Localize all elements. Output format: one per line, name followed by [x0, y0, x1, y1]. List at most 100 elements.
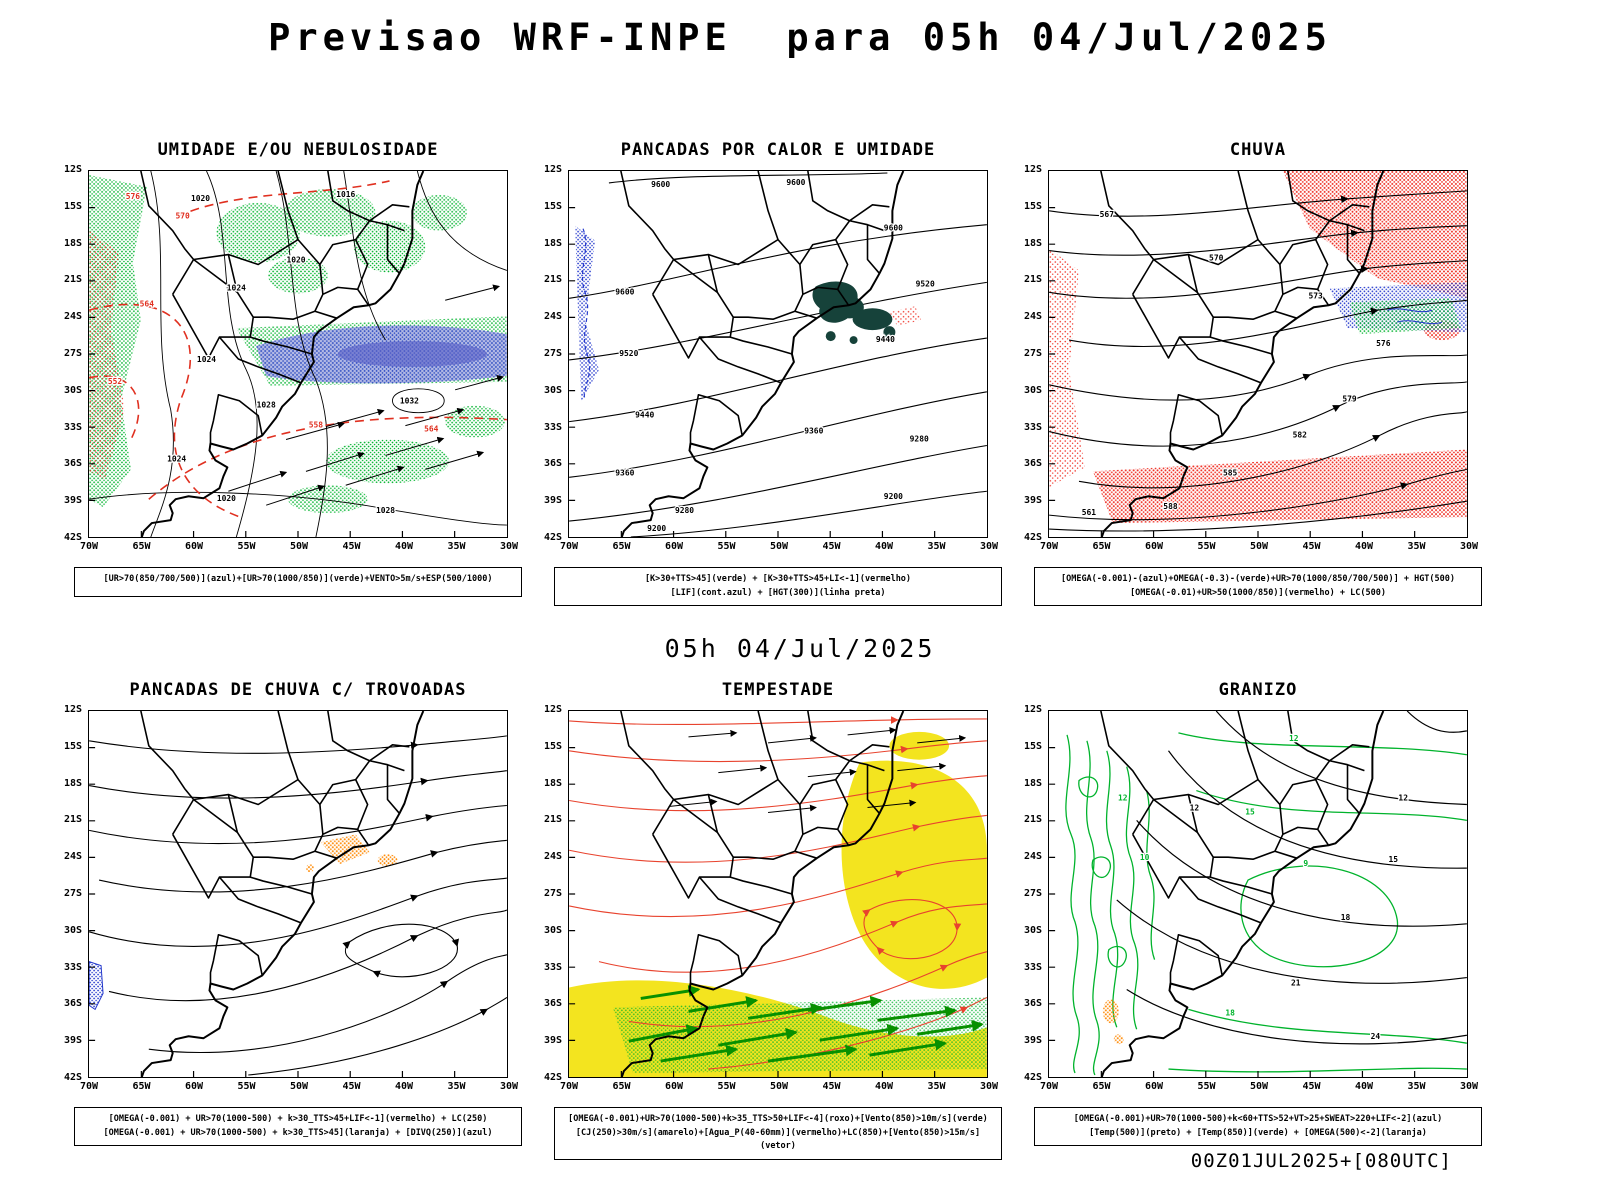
- lon-tick-label: 55W: [237, 541, 256, 552]
- lat-tick-label: 15S: [1023, 200, 1042, 212]
- svg-text:561: 561: [1082, 508, 1097, 517]
- svg-text:1020: 1020: [286, 256, 305, 265]
- lat-tick-label: 24S: [63, 311, 82, 323]
- lat-tick-label: 21S: [543, 274, 562, 286]
- cloud-core: [337, 341, 487, 367]
- legend-line: [LIF](cont.azul) + [HGT(300)](linha pret…: [670, 587, 886, 598]
- svg-text:1020: 1020: [191, 194, 210, 203]
- svg-text:9600: 9600: [884, 224, 903, 233]
- svg-text:10: 10: [1140, 853, 1150, 862]
- lon-tick-label: 50W: [1249, 541, 1269, 552]
- map-svg-chuva: 567 570 573 576 579 582 585 588 561: [1049, 171, 1467, 537]
- blue-scribbles: [1387, 308, 1443, 325]
- svg-text:564: 564: [424, 425, 439, 434]
- lon-tick-label: 35W: [927, 1081, 946, 1092]
- lon-tick-label: 55W: [1197, 541, 1216, 552]
- lat-tick-label: 30S: [63, 924, 82, 936]
- panel-title-chuva: CHUVA: [1229, 140, 1287, 160]
- lat-tick-label: 21S: [543, 814, 562, 826]
- lat-axis: 12S 15S 18S 21S 24S 27S 30S 33S 36S 39S 42S: [54, 164, 84, 543]
- lat-axis: 12S 15S 18S 21S 24S 27S 30S 33S 36S 39S 42S: [1014, 164, 1044, 543]
- lat-tick-label: 39S: [543, 495, 562, 507]
- lon-tick-label: 30W: [979, 1081, 999, 1092]
- lon-tick-label: 70W: [1039, 1081, 1059, 1092]
- lon-tick-label: 60W: [184, 1081, 204, 1092]
- legend-line: [UR>70(850/700/500)](azul)+[UR>70(1000/8…: [103, 574, 493, 584]
- map-chuva: 567 570 573 576 579 582 585 588 561: [1048, 170, 1468, 538]
- panel-title-umidade: UMIDADE E/OU NEBULOSIDADE: [157, 140, 439, 160]
- svg-text:564: 564: [140, 299, 155, 308]
- legend-line: [OMEGA(-0.001)-(azul)+OMEGA(-0.3)-(verde…: [1060, 574, 1456, 584]
- svg-text:15: 15: [1388, 855, 1398, 864]
- red-convection-speckle: [889, 306, 922, 327]
- panel-pancadas-calor: PANCADAS POR CALOR E UMIDADE 12S 15S 18S 21…: [544, 140, 1002, 607]
- lat-tick-label: 24S: [543, 311, 562, 323]
- lat-axis: 12S 15S 18S 21S 24S 27S 30S 33S 36S 39S 42S: [534, 704, 564, 1083]
- lat-tick-label: 30S: [543, 384, 562, 396]
- legend-box-umidade: [UR>70(850/700/500)](azul)+[UR>70(1000/8…: [74, 567, 522, 597]
- lat-tick-label: 27S: [63, 348, 82, 359]
- lon-tick-label: 70W: [559, 1081, 579, 1092]
- lon-tick-label: 40W: [1354, 541, 1374, 552]
- lon-axis: 70W 65W 60W 55W 50W 45W 40W 35W 30W: [80, 1081, 518, 1097]
- lat-tick-label: 42S: [543, 532, 562, 543]
- lat-tick-label: 27S: [1023, 888, 1042, 899]
- legend-line: [OMEGA(-0.01)+UR>50(1000/850)](vermelho)…: [1130, 587, 1386, 598]
- lon-tick-label: 55W: [717, 1081, 736, 1092]
- svg-text:582: 582: [1293, 431, 1308, 440]
- map-granizo: 12 15 18 21 24 12 12 15 9 18 10 12: [1048, 710, 1468, 1078]
- lon-tick-label: 45W: [822, 1081, 841, 1092]
- lat-tick-label: 39S: [1023, 495, 1042, 507]
- subtitle-datetime: 05h 04/Jul/2025: [664, 634, 936, 663]
- map-svg-granizo: 12 15 18 21 24 12 12 15 9 18 10 12: [1049, 711, 1467, 1077]
- legend-box-pancadas-calor: [K>30+TTS>45](verde) + [K>30+TTS>45+LI<-…: [554, 567, 1002, 607]
- lat-tick-label: 42S: [63, 1072, 82, 1083]
- svg-text:18: 18: [1341, 913, 1351, 922]
- lon-tick-label: 45W: [1302, 1081, 1321, 1092]
- lat-tick-label: 12S: [1023, 164, 1042, 175]
- svg-text:9200: 9200: [884, 492, 903, 501]
- lat-tick-label: 33S: [63, 421, 82, 433]
- lon-tick-label: 45W: [1302, 541, 1321, 552]
- lon-tick-label: 55W: [237, 1081, 256, 1092]
- svg-text:24: 24: [1371, 1032, 1381, 1041]
- lon-tick-label: 35W: [447, 1081, 466, 1092]
- panel-granizo: GRANIZO 12S 15S 18S 21S 24S 27S 30S 33S 36S 39S 42…: [1024, 680, 1482, 1147]
- orange-shower-speckle: [305, 834, 398, 873]
- panel-title-tempestade: TEMPESTADE: [721, 680, 835, 700]
- panel-tempestade: TEMPESTADE 12S 15S 18S 21S 24S 27S 30S 33S 36S 39…: [544, 680, 1002, 1160]
- lat-tick-label: 12S: [63, 704, 82, 715]
- lat-tick-label: 24S: [63, 851, 82, 863]
- lon-tick-label: 55W: [1197, 1081, 1216, 1092]
- panel-title-granizo: GRANIZO: [1218, 680, 1298, 700]
- map-svg-tempestade: [569, 711, 987, 1077]
- left-red-speckle: [1049, 248, 1085, 488]
- lon-tick-label: 45W: [342, 1081, 361, 1092]
- lon-tick-label: 40W: [394, 541, 414, 552]
- svg-text:573: 573: [1309, 291, 1324, 300]
- svg-text:9360: 9360: [615, 468, 634, 477]
- lon-tick-label: 35W: [1407, 1081, 1426, 1092]
- legend-line: [Temp(500)](preto) + [Temp(850)](verde) …: [1089, 1127, 1427, 1138]
- lat-tick-label: 42S: [1023, 1072, 1042, 1083]
- svg-text:588: 588: [1163, 502, 1178, 511]
- legend-line: [OMEGA(-0.001)+UR>70(1000-500)+k>35_TTS>…: [568, 1114, 988, 1124]
- svg-text:9440: 9440: [876, 335, 895, 344]
- lat-tick-label: 15S: [1023, 740, 1042, 752]
- lat-tick-label: 42S: [543, 1072, 562, 1083]
- lat-tick-label: 21S: [63, 814, 82, 826]
- svg-text:9280: 9280: [910, 435, 929, 444]
- lon-tick-label: 65W: [1092, 1081, 1111, 1092]
- lon-tick-label: 35W: [927, 541, 946, 552]
- map-tempestade: [568, 710, 988, 1078]
- svg-text:567: 567: [1100, 210, 1115, 219]
- legend-line: [OMEGA(-0.001)+UR>70(1000-500)+k<60+TTS>…: [1073, 1114, 1443, 1124]
- lon-tick-label: 35W: [447, 541, 466, 552]
- lon-tick-label: 60W: [1144, 541, 1164, 552]
- lat-tick-label: 12S: [543, 704, 562, 715]
- lon-tick-label: 65W: [132, 541, 151, 552]
- hgt500-streamlines: [1049, 190, 1467, 532]
- svg-text:1024: 1024: [227, 283, 246, 292]
- page-title: Previsao WRF-INPE para 05h 04/Jul/2025: [268, 16, 1332, 59]
- lon-tick-label: 70W: [559, 541, 579, 552]
